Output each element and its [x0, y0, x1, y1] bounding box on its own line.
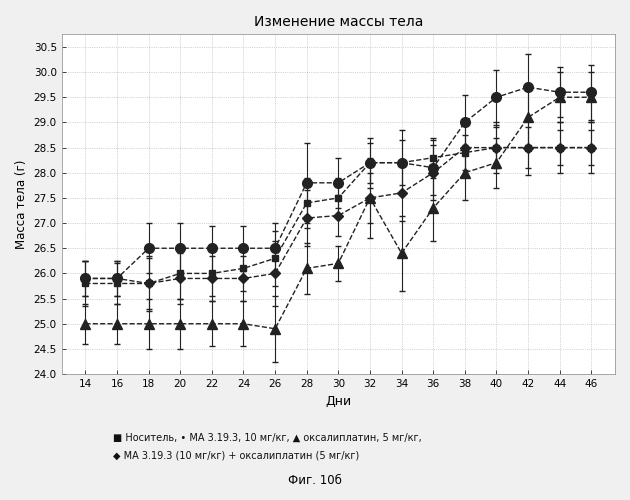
Text: ◆ МА 3.19.3 (10 мг/кг) + оксалиплатин (5 мг/кг): ◆ МА 3.19.3 (10 мг/кг) + оксалиплатин (5…	[113, 450, 360, 460]
Text: ■ Носитель, • МА 3.19.3, 10 мг/кг, ▲ оксалиплатин, 5 мг/кг,: ■ Носитель, • МА 3.19.3, 10 мг/кг, ▲ окс…	[113, 432, 422, 442]
Y-axis label: Масса тела (г): Масса тела (г)	[15, 160, 28, 249]
X-axis label: Дни: Дни	[325, 394, 352, 407]
Text: Фиг. 10б: Фиг. 10б	[288, 474, 342, 488]
Title: Изменение массы тела: Изменение массы тела	[254, 15, 423, 29]
